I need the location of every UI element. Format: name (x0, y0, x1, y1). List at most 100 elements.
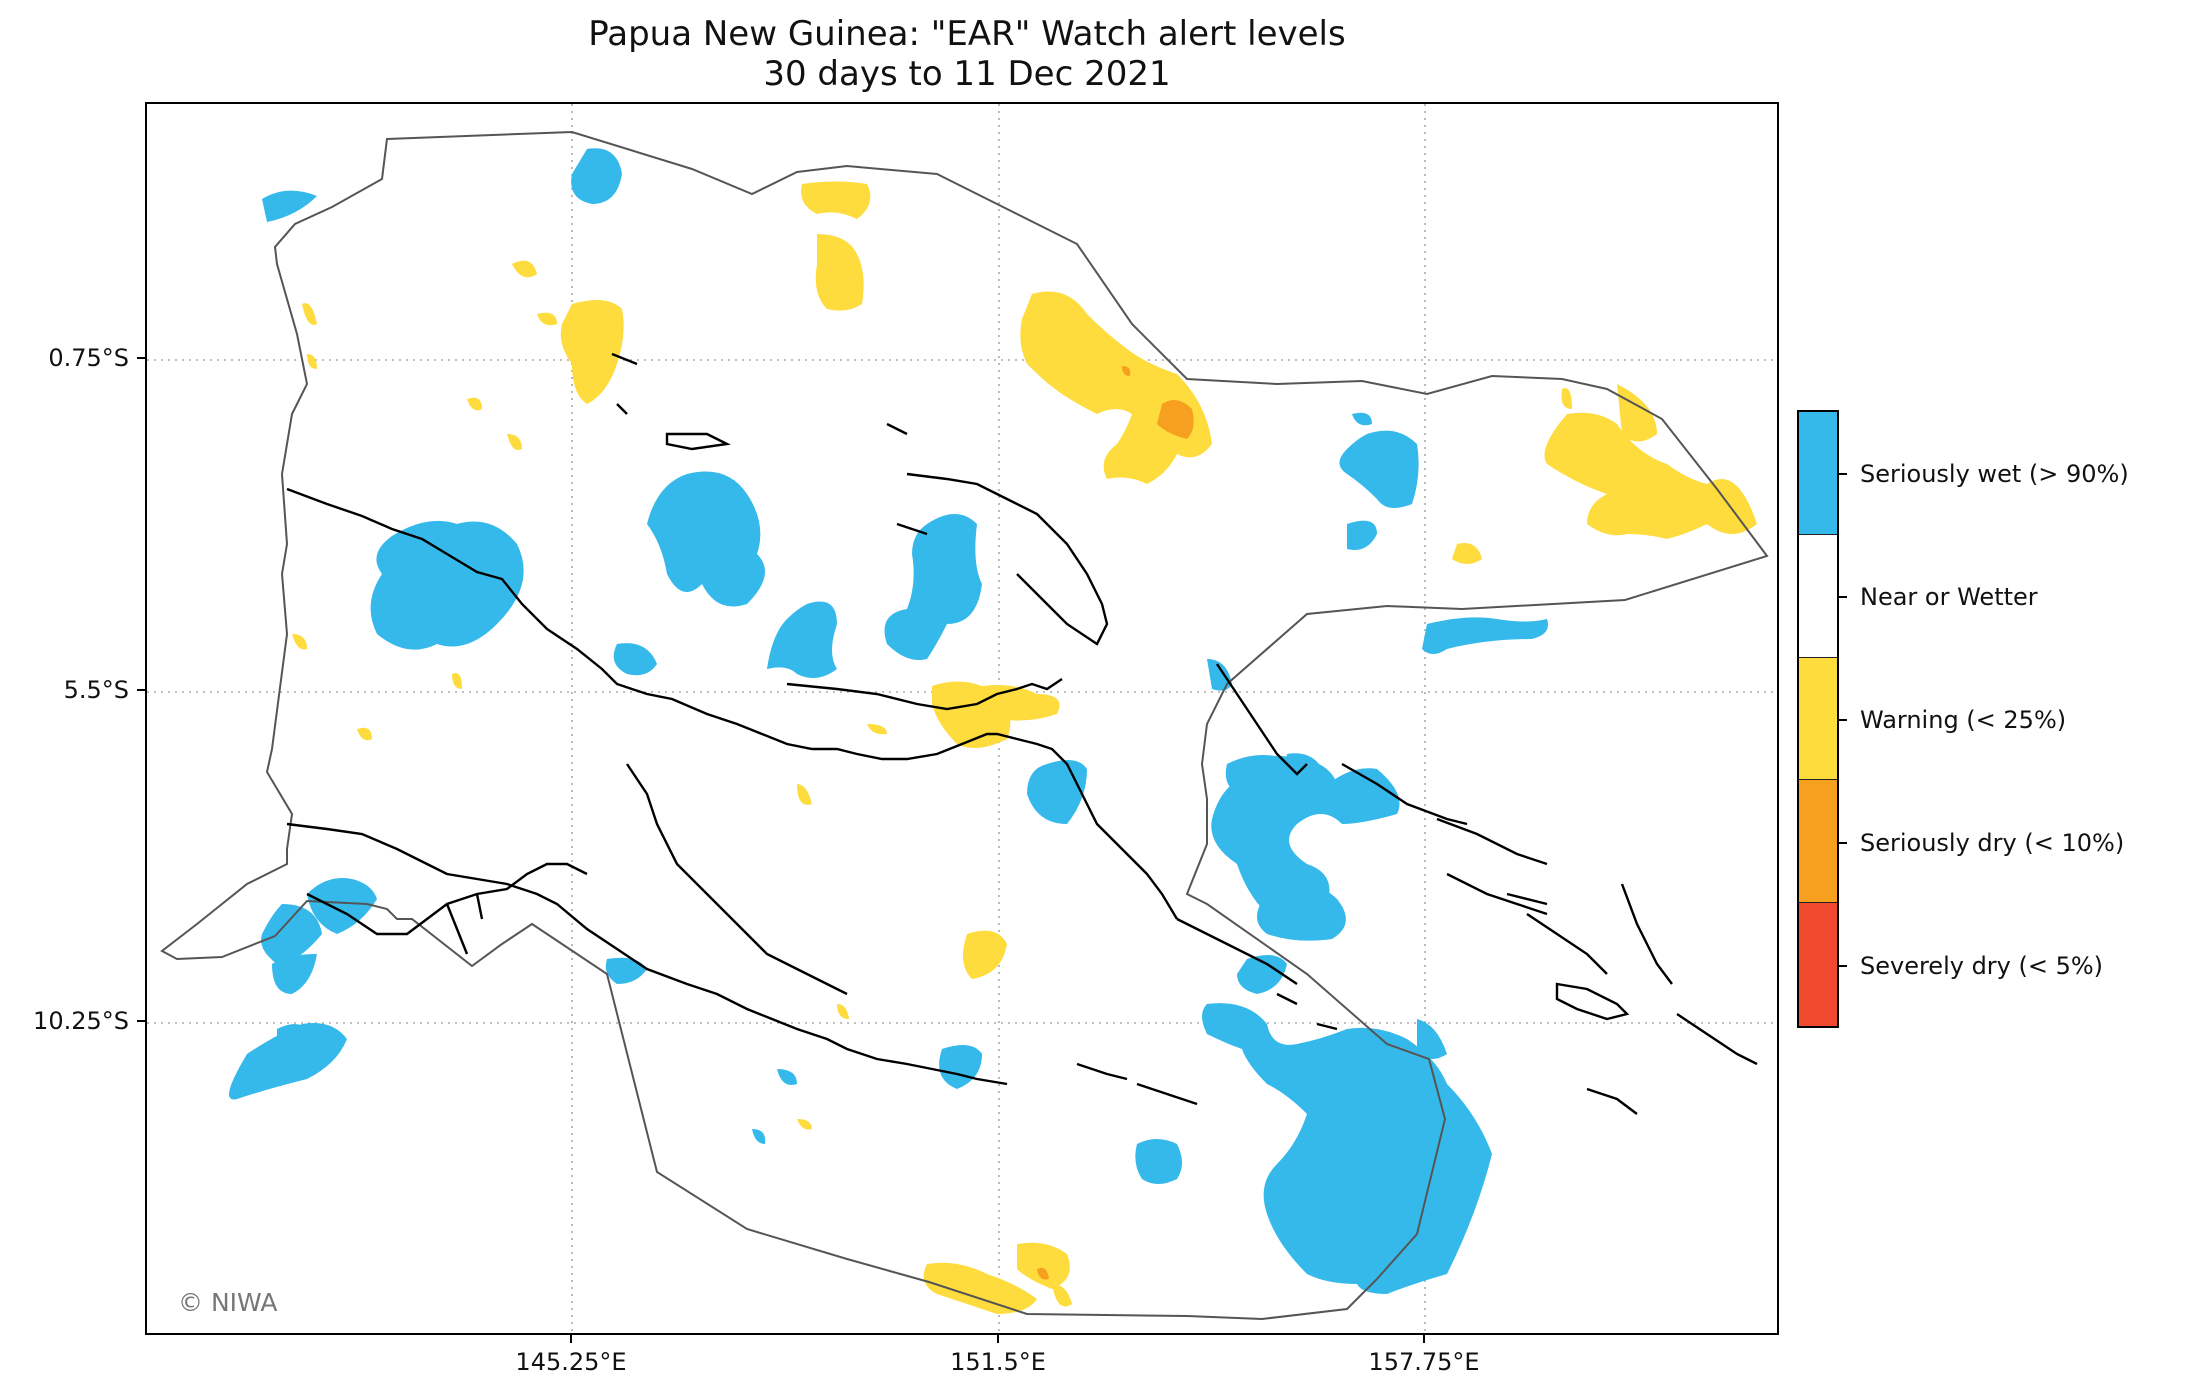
seriously-dry-patch (1157, 400, 1194, 439)
louisiade (1176, 917, 1298, 985)
warning-patch (867, 724, 887, 735)
legend-swatch-seriously-dry (1799, 780, 1837, 904)
x-tick (1423, 1335, 1425, 1343)
y-tick (137, 689, 145, 691)
x-axis-label: 157.75°E (1368, 1348, 1480, 1376)
warning-patch (507, 434, 522, 450)
chart-subtitle: 30 days to 11 Dec 2021 (763, 54, 1171, 94)
san-cristobal (1676, 1013, 1758, 1066)
wet-patch (752, 1129, 766, 1144)
warning-patch (1544, 412, 1712, 539)
warning-patch (1020, 291, 1212, 484)
legend-swatch-seriously-wet (1799, 412, 1837, 535)
legend-label-near-or-wetter: Near or Wetter (1860, 583, 2038, 611)
wet-patch (647, 471, 765, 607)
new-ireland (1216, 663, 1308, 776)
y-axis-label: 0.75°S (48, 344, 129, 372)
bougainville (1341, 762, 1468, 826)
wet-patch (1207, 659, 1232, 691)
wet-patch (1211, 768, 1400, 918)
legend-label-seriously-wet: Seriously wet (> 90%) (1860, 460, 2129, 488)
x-tick (570, 1335, 572, 1343)
warning-patch (292, 634, 307, 650)
warning-patch (452, 673, 462, 689)
wet-patch (1027, 760, 1087, 824)
y-axis-label: 10.25°S (33, 1007, 129, 1035)
legend-swatch-near-or-wetter (1799, 534, 1837, 658)
solomon-islands-chain (1436, 817, 1608, 975)
niwa-credit: © NIWA (178, 1288, 278, 1317)
wet-patch (262, 190, 317, 222)
fly-river-delta (306, 862, 588, 955)
map-panel (145, 102, 1779, 1335)
coastlines (286, 352, 1758, 1115)
seriously-dry-patch (1122, 366, 1131, 376)
wet-patch (605, 957, 647, 984)
manus (665, 432, 731, 451)
legend-swatch-severely-dry (1799, 903, 1837, 1026)
wet-patch (939, 1045, 982, 1089)
chart-title: Papua New Guinea: "EAR" Watch alert leve… (588, 14, 1346, 54)
legend-colorbar (1797, 410, 1839, 1028)
legend-label-warning: Warning (< 25%) (1860, 706, 2067, 734)
wet-patch (1422, 617, 1548, 654)
legend-tick (1839, 965, 1847, 967)
warning-regions (292, 181, 1757, 1314)
y-axis-label: 5.5°S (63, 676, 129, 704)
wet-patch (1352, 412, 1372, 426)
wet-patch (1237, 955, 1287, 994)
warning-patch (467, 397, 482, 411)
seriously-dry-patch (1037, 1267, 1049, 1280)
gulf-coast (626, 763, 848, 996)
malaita (1620, 883, 1673, 985)
seriously-wet-regions (229, 148, 1548, 1294)
wet-patch (307, 878, 377, 934)
warning-patch (1017, 1242, 1070, 1289)
y-tick (137, 357, 145, 359)
wet-patch (272, 954, 317, 994)
warning-patch (1617, 384, 1657, 442)
legend-label-severely-dry: Severely dry (< 5%) (1860, 952, 2104, 980)
map-canvas (147, 104, 1777, 1333)
warning-patch (1452, 543, 1482, 564)
warning-patch (537, 312, 557, 326)
wet-patch (1202, 1003, 1492, 1294)
warning-patch (560, 300, 624, 404)
x-axis-label: 151.5°E (950, 1348, 1046, 1376)
guadalcanal (1555, 982, 1630, 1021)
legend-swatch-warning (1799, 657, 1837, 781)
warning-patch (801, 181, 871, 219)
wet-patch (884, 514, 982, 660)
warning-patch (1561, 388, 1572, 409)
wet-patch (1347, 520, 1377, 550)
warning-patch (302, 303, 317, 325)
warning-patch (815, 234, 864, 311)
new-guinea-north-coast (286, 487, 1179, 920)
warning-patch (923, 1262, 1037, 1314)
warning-patch (963, 930, 1007, 979)
wet-patch (1417, 1019, 1447, 1059)
warning-patch (307, 354, 317, 369)
wet-patch (777, 1069, 797, 1085)
warning-patch (512, 260, 537, 278)
new-britain (906, 472, 1109, 646)
rennell (1586, 1087, 1638, 1115)
new-guinea-south-coast (286, 822, 1008, 1086)
legend-label-seriously-dry: Seriously dry (< 10%) (1860, 829, 2125, 857)
seriously-dry-regions (1037, 366, 1194, 1280)
warning-patch (797, 784, 812, 805)
wet-patch (1339, 430, 1419, 508)
wet-patch (1270, 1184, 1284, 1219)
legend-tick (1839, 719, 1847, 721)
eez-boundary (160, 130, 1769, 1321)
warning-patch (357, 727, 372, 741)
legend-tick (1839, 473, 1847, 475)
wet-patch (571, 148, 622, 204)
wet-patch (1257, 885, 1346, 941)
admiralty-islets (611, 352, 928, 536)
x-tick (997, 1335, 999, 1343)
rossel-island (1276, 992, 1338, 1031)
d-entrecasteaux (1076, 1062, 1198, 1106)
wet-patch (261, 904, 322, 964)
legend-tick (1839, 842, 1847, 844)
